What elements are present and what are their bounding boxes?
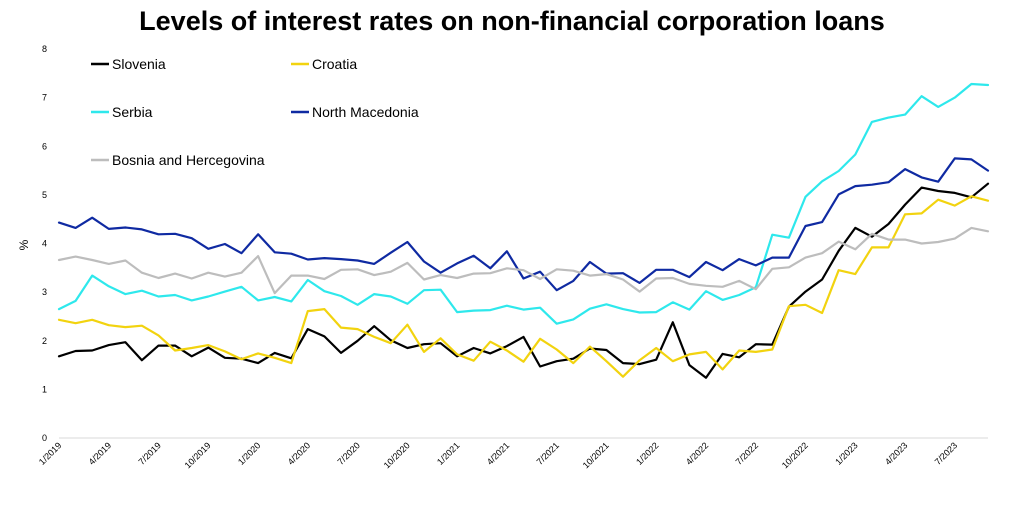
- x-tick-label: 7/2021: [535, 440, 562, 467]
- series-line-bosnia-and-hercegovina: [57, 226, 990, 295]
- y-tick-label: 2: [42, 336, 47, 346]
- legend: Slovenia Croatia Serbia North Macedonia Bosn…: [91, 56, 419, 168]
- legend-label: North Macedonia: [312, 104, 419, 120]
- x-tick-label: 1/2019: [37, 440, 64, 467]
- legend-label: Croatia: [312, 56, 357, 72]
- y-tick-label: 3: [42, 287, 47, 297]
- y-tick-label: 0: [42, 433, 47, 443]
- y-tick-labels: 0 1 2 3 4 5 6 7 8: [42, 44, 47, 443]
- legend-label: Slovenia: [112, 56, 166, 72]
- y-tick-label: 4: [42, 239, 47, 249]
- series-line-slovenia: [57, 182, 990, 379]
- x-tick-label: 1/2022: [634, 440, 661, 467]
- x-tick-label: 1/2020: [236, 440, 263, 467]
- legend-label: Bosnia and Hercegovina: [112, 152, 265, 168]
- x-tick-label: 10/2020: [382, 440, 412, 470]
- x-tick-label: 7/2023: [933, 440, 960, 467]
- series-line-north-macedonia: [57, 157, 990, 292]
- x-tick-labels: 1/2019 4/2019 7/2019 10/2019 1/2020 4/2020 7/2…: [37, 440, 959, 470]
- x-tick-label: 7/2020: [335, 440, 362, 467]
- x-tick-label: 10/2022: [780, 440, 810, 470]
- series-line-serbia: [57, 82, 990, 325]
- x-tick-label: 1/2021: [435, 440, 462, 467]
- y-axis-label: %: [17, 239, 31, 250]
- x-tick-label: 7/2019: [136, 440, 163, 467]
- x-tick-label: 10/2019: [183, 440, 213, 470]
- y-tick-label: 5: [42, 190, 47, 200]
- y-tick-label: 7: [42, 93, 47, 103]
- x-tick-label: 4/2021: [485, 440, 512, 467]
- x-tick-label: 7/2022: [734, 440, 761, 467]
- series-lines: [57, 82, 990, 379]
- x-tick-label: 4/2022: [684, 440, 711, 467]
- x-tick-label: 10/2021: [581, 440, 611, 470]
- x-tick-label: 4/2020: [286, 440, 313, 467]
- x-tick-label: 4/2023: [883, 440, 910, 467]
- chart-title: Levels of interest rates on non-financia…: [139, 6, 885, 36]
- series-line-croatia: [57, 195, 990, 378]
- x-tick-label: 4/2019: [87, 440, 114, 467]
- legend-label: Serbia: [112, 104, 153, 120]
- y-tick-label: 8: [42, 44, 47, 54]
- x-tick-label: 1/2023: [833, 440, 860, 467]
- y-tick-label: 1: [42, 384, 47, 394]
- y-tick-label: 6: [42, 141, 47, 151]
